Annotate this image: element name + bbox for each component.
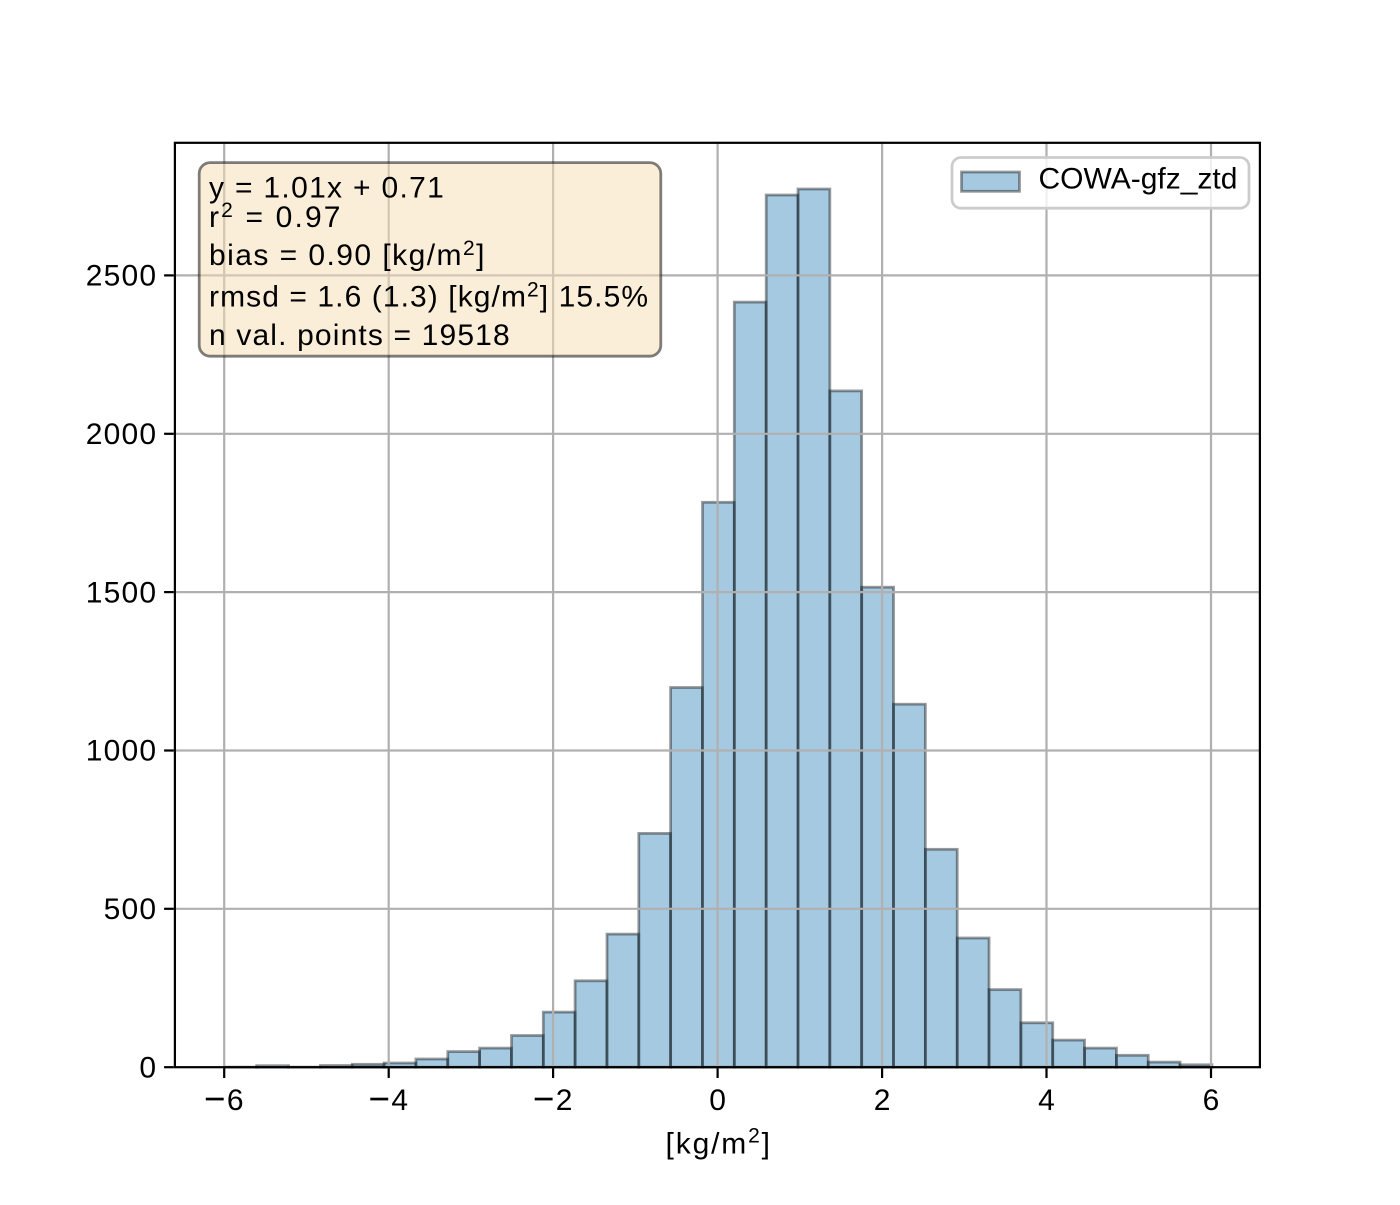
svg-text:1000: 1000 — [86, 735, 158, 768]
svg-text:COWA-gfz_ztd: COWA-gfz_ztd — [1039, 163, 1238, 196]
svg-text:500: 500 — [104, 893, 158, 926]
svg-text:2000: 2000 — [86, 418, 158, 451]
svg-text:6: 6 — [1203, 1084, 1220, 1117]
svg-text:2: 2 — [556, 1084, 573, 1117]
svg-text:bias = 0.90 [kg/m2]: bias = 0.90 [kg/m2] — [209, 237, 486, 272]
svg-text:0: 0 — [139, 1051, 157, 1084]
svg-text:4: 4 — [1038, 1084, 1055, 1117]
svg-text:2: 2 — [874, 1084, 891, 1117]
svg-text:2500: 2500 — [86, 260, 158, 293]
svg-text:y = 1.01x + 0.71: y = 1.01x + 0.71 — [209, 172, 445, 205]
svg-text:6: 6 — [227, 1084, 244, 1117]
svg-text:1500: 1500 — [86, 576, 158, 609]
svg-text:4: 4 — [391, 1084, 408, 1117]
svg-text:n val. points = 19518: n val. points = 19518 — [209, 319, 511, 352]
svg-text:0: 0 — [709, 1084, 726, 1117]
svg-text:rmsd = 1.6 (1.3) [kg/m2] 15.5%: rmsd = 1.6 (1.3) [kg/m2] 15.5% — [209, 279, 649, 314]
